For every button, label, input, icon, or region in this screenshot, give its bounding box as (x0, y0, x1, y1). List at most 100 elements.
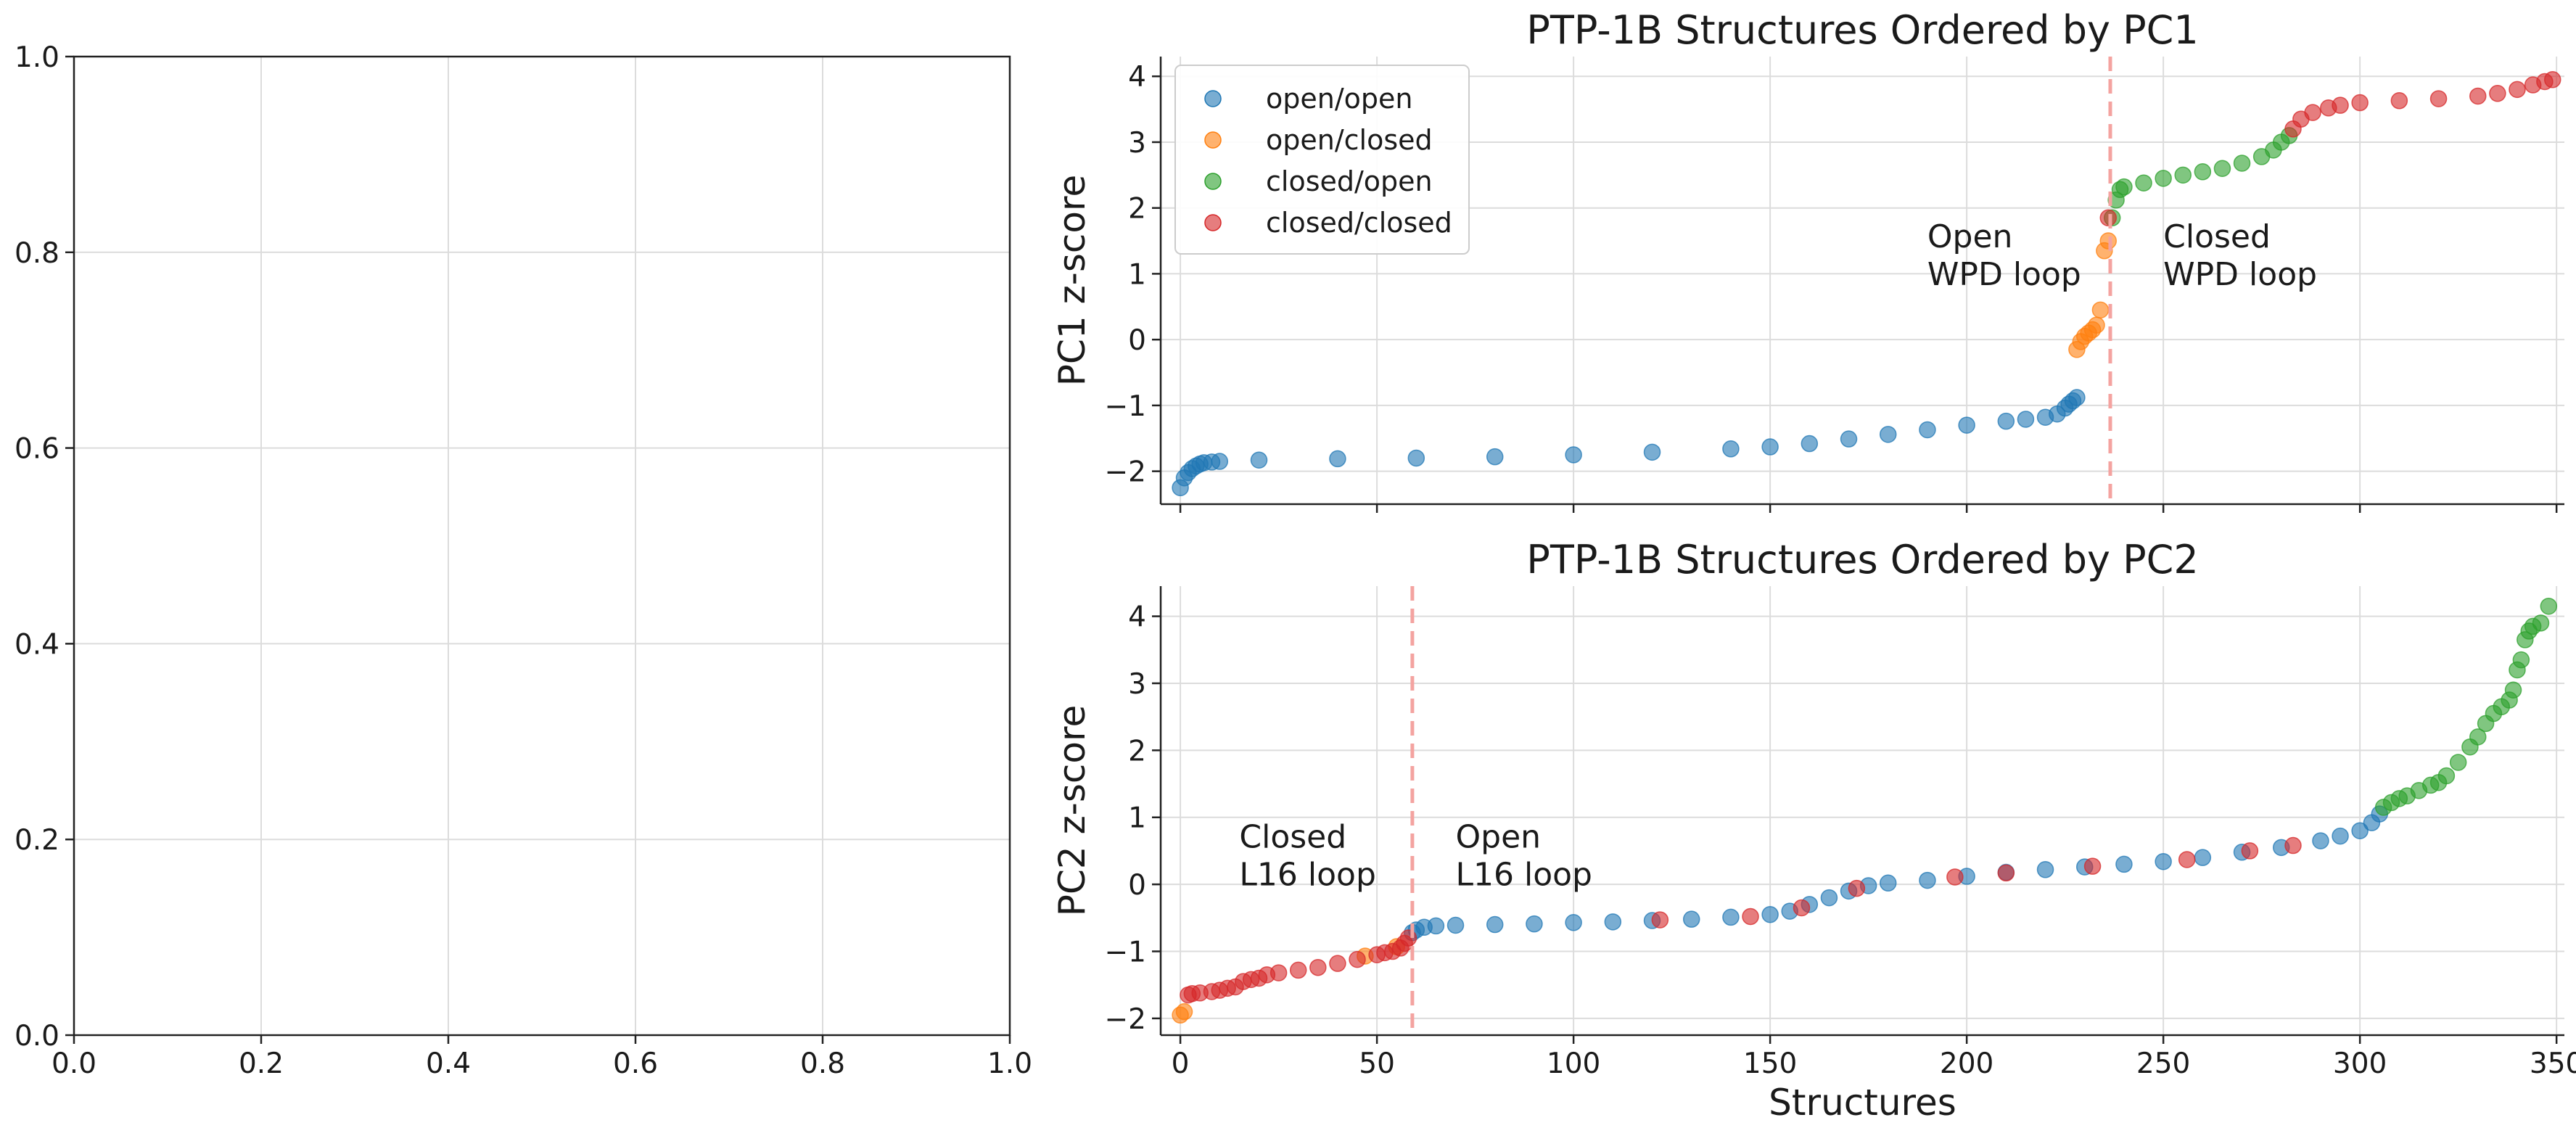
data-point (2449, 754, 2467, 771)
x-tick-label: 50 (1359, 1047, 1395, 1080)
data-point (1879, 426, 1897, 443)
y-axis-label: PC2 z-score (1051, 705, 1093, 916)
data-point (2233, 155, 2251, 172)
x-tick-label: 200 (1940, 1047, 1993, 1080)
chart-title: PTP-1B Structures Ordered by PC2 (1526, 537, 2198, 582)
data-point (2083, 857, 2102, 875)
data-point (1211, 453, 1229, 470)
data-point (1329, 450, 1346, 468)
data-point (2099, 209, 2118, 227)
data-point (1427, 917, 1445, 935)
x-tick-label: 0.4 (426, 1047, 471, 1080)
legend-entry: open/open (1266, 83, 1412, 115)
data-point (1250, 451, 1268, 469)
series-closed-open (2103, 127, 2298, 227)
data-point (1309, 958, 1327, 976)
y-tick-label: 2 (1128, 735, 1146, 767)
pc1-chart-panel: −2 −1 0 1 2 3 4 PTP-1B Structures Ordered by PC… (1051, 7, 2564, 513)
data-point (1946, 868, 1964, 886)
data-point (1175, 1003, 1193, 1021)
y-tick-label: 0.0 (15, 1020, 59, 1053)
data-point (1651, 911, 1669, 929)
empty-chart-panel: 0.0 0.2 0.4 0.6 0.8 1.0 0.0 0.2 0.4 0.6 0.8 1.0 (15, 41, 1032, 1080)
data-point (1486, 448, 1504, 466)
data-point (1565, 914, 1582, 931)
annotation: Open L16 loop (1456, 818, 1592, 893)
data-point (1919, 871, 1936, 889)
y-tick-label: 3 (1128, 127, 1146, 160)
x-tick-label: 1.0 (987, 1047, 1032, 1080)
data-point (2469, 87, 2487, 105)
data-point (2469, 728, 2487, 746)
annotation-line: Open (1456, 818, 1542, 855)
data-point (2194, 849, 2212, 866)
data-point (2155, 170, 2172, 187)
data-point (2351, 94, 2369, 112)
data-point (2532, 614, 2550, 632)
data-point (2155, 852, 2172, 870)
x-tick-label: 150 (1743, 1047, 1797, 1080)
data-point (2135, 174, 2152, 192)
legend-marker (1204, 214, 1222, 231)
data-point (2332, 96, 2349, 114)
y-tick-label: 0 (1128, 869, 1146, 902)
data-point (2088, 316, 2105, 334)
data-point (1486, 915, 1504, 934)
y-tick-label: −2 (1105, 456, 1147, 489)
data-point (1761, 438, 1779, 456)
legend-marker (1204, 173, 1222, 190)
data-point (1997, 864, 2015, 882)
annotation-line: WPD loop (2163, 256, 2317, 293)
data-point (1840, 430, 1858, 448)
data-point (2213, 160, 2231, 177)
y-tick-label: 1 (1128, 802, 1146, 835)
data-point (1801, 435, 1819, 453)
data-point (1958, 416, 1975, 434)
series-open-open (1172, 389, 2086, 497)
data-point (2489, 85, 2506, 102)
y-tick-label: 1.0 (15, 41, 59, 74)
y-tick-label: 0.6 (15, 433, 59, 466)
legend: open/open open/closed closed/open closed/cl… (1174, 65, 1470, 255)
x-tick-label: 250 (2136, 1047, 2190, 1080)
data-point (2312, 832, 2329, 849)
data-point (2543, 71, 2561, 88)
data-point (2115, 178, 2133, 196)
x-tick-label: 300 (2333, 1047, 2387, 1080)
data-point (2540, 597, 2558, 615)
y-tick-label: 0 (1128, 324, 1146, 357)
data-point (1722, 908, 1740, 926)
data-point (2241, 842, 2259, 860)
data-point (1742, 907, 1759, 926)
series-closed-closed (2099, 71, 2561, 227)
annotation-line: WPD loop (1927, 256, 2081, 293)
data-point (1447, 916, 1465, 934)
legend-entry: closed/closed (1266, 207, 1452, 239)
data-point (2504, 681, 2522, 699)
data-point (1919, 421, 1936, 439)
data-point (1289, 961, 1307, 979)
y-axis-label: PC1 z-score (1051, 175, 1093, 386)
legend-marker (1204, 131, 1222, 149)
x-tick-label: 0.6 (613, 1047, 658, 1080)
series-closed-open (2374, 597, 2558, 816)
y-tick-label: 4 (1128, 61, 1146, 94)
data-point (1270, 964, 1288, 981)
legend-box (1174, 65, 1470, 255)
annotation-line: L16 loop (1239, 856, 1375, 893)
x-tick-label: 100 (1547, 1047, 1600, 1080)
annotation-line: Open (1927, 218, 2013, 255)
data-point (2194, 163, 2212, 181)
data-point (1997, 412, 2015, 430)
y-tick-label: 2 (1128, 193, 1146, 226)
y-tick-label: 4 (1128, 601, 1146, 634)
data-point (1793, 899, 1811, 917)
data-point (1329, 955, 1346, 972)
data-point (1820, 889, 1838, 907)
data-point (2178, 851, 2196, 868)
data-point (2174, 166, 2192, 184)
x-tick-label: 0.2 (239, 1047, 284, 1080)
annotation-line: Closed (2163, 218, 2271, 255)
data-point (2509, 81, 2526, 99)
